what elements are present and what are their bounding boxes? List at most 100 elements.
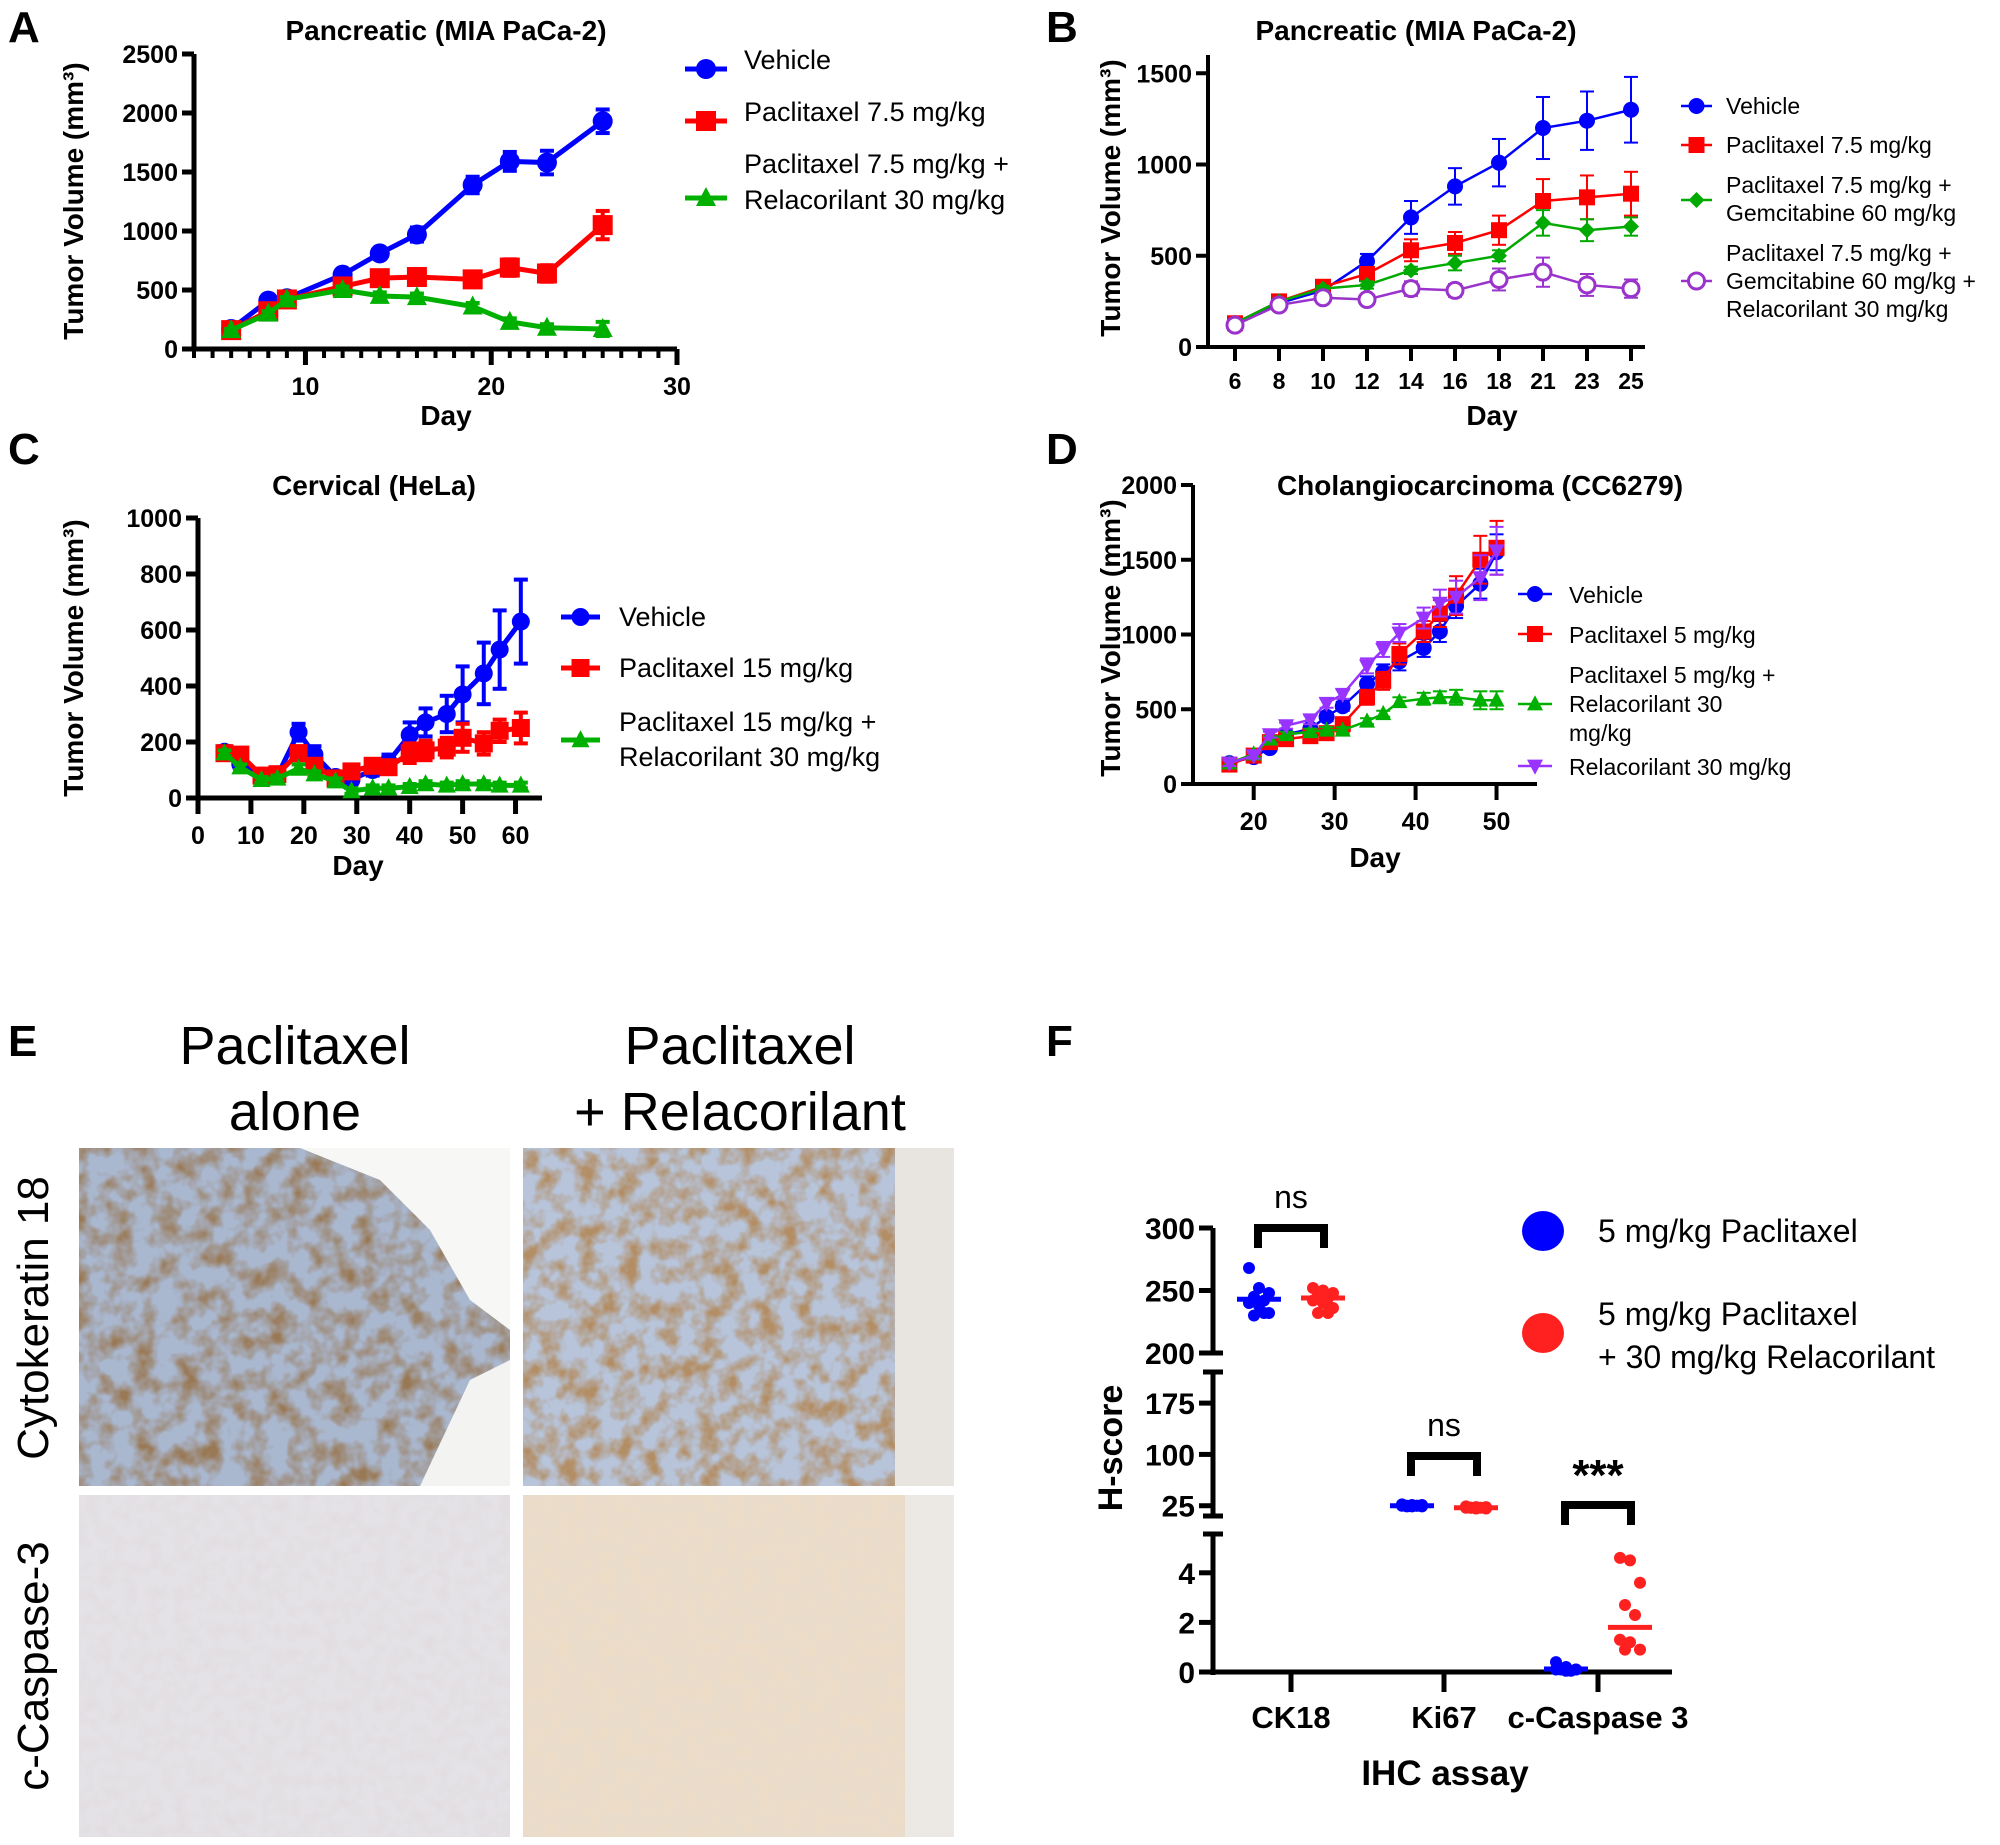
data-point — [221, 319, 242, 339]
data-point — [1225, 315, 1245, 335]
data-point — [1375, 643, 1392, 659]
x-axis-label: Day — [1466, 400, 1518, 431]
data-point — [406, 267, 427, 288]
y-tick-label: 200 — [1145, 1338, 1195, 1371]
x-tick-label: 30 — [1321, 808, 1349, 836]
significance-bracket — [1561, 1501, 1635, 1525]
data-point — [231, 757, 250, 775]
ihc-image-ck18-combo — [523, 1148, 954, 1486]
data-point — [437, 705, 456, 723]
data-point — [1472, 691, 1489, 707]
y-tick-label: 0 — [1163, 771, 1177, 799]
data-point — [1619, 1643, 1631, 1656]
data-point — [416, 713, 435, 732]
data-point — [499, 151, 520, 172]
legend-label: Vehicle — [744, 45, 831, 75]
data-point — [1334, 721, 1351, 737]
legend-label: + 30 mg/kg Relacorilant — [1598, 1339, 1935, 1375]
data-point — [342, 762, 361, 781]
series-line — [1234, 108, 1632, 325]
y-tick-label: 500 — [1135, 696, 1177, 724]
chart-title: Pancreatic (MIA PaCa-2) — [285, 15, 606, 46]
data-point — [1448, 590, 1465, 606]
data-point — [1491, 154, 1507, 171]
data-point — [1535, 214, 1551, 231]
x-tick-label: 50 — [1483, 808, 1511, 836]
data-point — [1318, 721, 1335, 737]
series-paclitaxel-7-5-mg-kg-relacorilant-30-mg-kg — [221, 279, 613, 339]
x-tick-label: 10 — [292, 373, 320, 401]
y-tick-label: 100 — [1145, 1439, 1195, 1472]
panel-letter-e: E — [8, 1017, 37, 1066]
data-point — [453, 728, 472, 747]
y-axis-label: H-score — [1092, 1385, 1130, 1512]
data-point — [252, 769, 271, 787]
data-point — [258, 302, 279, 322]
legend-label: Vehicle — [619, 602, 706, 632]
legend-marker — [696, 187, 716, 206]
y-tick-label: 800 — [140, 561, 182, 589]
data-point — [1359, 266, 1375, 282]
legend-label: Vehicle — [1569, 582, 1643, 608]
x-tick-label: 25 — [1618, 368, 1644, 394]
significance-label: ns — [1274, 1179, 1308, 1215]
data-point — [400, 776, 419, 794]
data-point — [1245, 749, 1262, 765]
chart-title: Pancreatic (MIA PaCa-2) — [1255, 15, 1576, 46]
data-point — [1258, 1307, 1270, 1319]
y-tick-label: 1000 — [126, 505, 182, 533]
data-point — [1431, 688, 1448, 704]
data-point — [1489, 269, 1509, 289]
y-tick-label: 1500 — [1121, 547, 1177, 575]
y-tick-label: 25 — [1162, 1491, 1195, 1524]
data-point — [1359, 689, 1376, 706]
x-tick-label: 60 — [502, 822, 530, 850]
data-point — [1318, 708, 1335, 725]
data-point — [1579, 222, 1595, 239]
data-point — [1253, 1282, 1265, 1294]
data-point — [1403, 262, 1419, 279]
data-point — [1322, 1307, 1334, 1319]
ihc-image-caspase-paclitaxel-alone — [79, 1495, 510, 1837]
data-point — [363, 778, 382, 796]
y-tick-label: 0 — [1178, 334, 1192, 362]
y-tick-label: 500 — [136, 277, 178, 305]
ihc-image-ck18-paclitaxel-alone — [79, 1148, 510, 1486]
series-paclitaxel — [1237, 1262, 1588, 1677]
x-tick-label: 23 — [1574, 368, 1600, 394]
data-point — [289, 744, 308, 763]
data-point — [1623, 218, 1639, 235]
data-point — [536, 263, 557, 284]
chart-panel-3: Cholangiocarcinoma (CC6279) Day Tumor Volu… — [1095, 470, 1791, 873]
legend-marker — [571, 730, 590, 748]
data-point — [1334, 687, 1351, 704]
x-tick-label: 20 — [290, 822, 318, 850]
data-point — [1312, 1307, 1324, 1319]
data-point — [1391, 692, 1408, 709]
data-point — [1472, 571, 1489, 587]
data-point — [1261, 728, 1278, 744]
data-point — [1448, 688, 1465, 704]
legend-marker — [696, 111, 716, 131]
legend-marker — [1688, 137, 1705, 153]
legend-marker — [571, 659, 590, 677]
legend-marker — [696, 59, 716, 79]
data-point — [416, 774, 435, 792]
data-point — [437, 775, 456, 793]
y-axis-label: Tumor Volume (mm³) — [58, 519, 89, 796]
y-tick-label: 0 — [1178, 1657, 1195, 1690]
data-point — [592, 317, 613, 337]
series-line — [1234, 221, 1632, 325]
legend-marker — [571, 608, 590, 626]
panel-letter-a: A — [8, 3, 40, 52]
data-point — [1488, 691, 1505, 707]
data-point — [490, 721, 509, 740]
legend-label: Paclitaxel 5 mg/kg — [1569, 622, 1756, 648]
data-point — [1248, 1309, 1260, 1322]
data-point — [499, 310, 520, 330]
significance-bracket — [1254, 1224, 1328, 1248]
data-point — [1621, 279, 1641, 299]
x-tick-label: 30 — [343, 822, 371, 850]
legend-label: Paclitaxel 7.5 mg/kg + — [1726, 172, 1952, 198]
legend-label: mg/kg — [1569, 720, 1632, 746]
